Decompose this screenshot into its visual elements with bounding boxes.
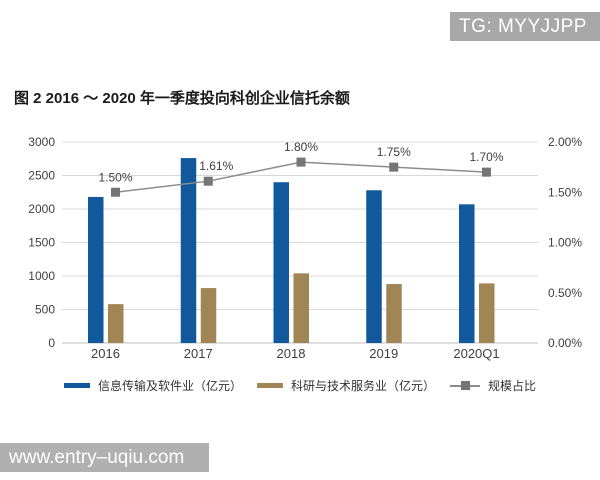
left-axis-tick-1000: 1000 [28, 269, 55, 283]
bar-info-software-2019 [366, 190, 382, 343]
line-marker-2019 [389, 162, 399, 172]
line-marker-2020Q1 [482, 167, 491, 177]
left-axis-tick-3000: 3000 [28, 135, 55, 149]
legend-item-info-software: 信息传输及软件业（亿元） [63, 377, 242, 394]
legend-swatch-bar2 [256, 383, 283, 388]
figure-title: 图 2 2016 ～ 2020 年一季度投向科创企业信托余额 [14, 90, 350, 107]
left-axis-tick-500: 500 [35, 303, 55, 317]
x-axis-label-2020Q1: 2020Q1 [453, 346, 499, 361]
bar-research-services-2018 [293, 273, 309, 343]
data-label-2018: 1.80% [284, 140, 318, 154]
bar-research-services-2019 [386, 284, 402, 343]
right-axis-tick-0.50%: 0.50% [548, 286, 582, 300]
telegram-watermark: TG: MYYJJPP [450, 12, 600, 41]
bar-info-software-2017 [180, 158, 197, 343]
legend-item-research-services: 科研与技术服务业（亿元） [256, 377, 435, 394]
bar-info-software-2018 [273, 182, 289, 343]
scale-ratio-line [115, 161, 487, 193]
data-label-2016: 1.50% [98, 170, 132, 184]
legend-label-research-services: 科研与技术服务业（亿元） [290, 379, 435, 393]
bar-research-services-2016 [108, 304, 124, 343]
right-axis-tick-2.00%: 2.00% [548, 135, 582, 149]
line-marker-2018 [296, 157, 306, 167]
data-label-2017: 1.61% [199, 159, 233, 173]
right-axis-tick-1.50%: 1.50% [548, 185, 582, 199]
legend-line-marker-icon [460, 381, 470, 390]
left-axis-tick-0: 0 [48, 336, 55, 350]
legend-swatch-line [450, 381, 480, 390]
legend-swatch-bar1 [63, 383, 90, 388]
x-axis-label-2017: 2017 [184, 346, 213, 361]
legend-label-scale-ratio: 规模占比 [488, 379, 537, 393]
left-axis-tick-1500: 1500 [28, 236, 55, 250]
right-axis-tick-1.00%: 1.00% [548, 236, 582, 250]
bar-research-services-2017 [200, 288, 217, 343]
x-axis-label-2019: 2019 [369, 346, 398, 361]
left-axis-tick-2000: 2000 [28, 202, 55, 216]
right-axis-tick-0.00%: 0.00% [548, 336, 582, 350]
bar-info-software-2016 [88, 196, 104, 343]
legend-item-scale-ratio: 规模占比 [450, 377, 536, 394]
line-marker-2017 [203, 176, 213, 186]
legend-label-info-software: 信息传输及软件业（亿元） [97, 379, 242, 393]
x-axis-label-2016: 2016 [91, 346, 120, 361]
bar-info-software-2020Q1 [459, 204, 475, 343]
line-marker-2016 [111, 187, 120, 197]
chart-legend: 信息传输及软件业（亿元） 科研与技术服务业（亿元） 规模占比 [0, 377, 600, 394]
data-label-2020Q1: 1.70% [469, 150, 503, 164]
site-watermark: www.entry–uqiu.com [0, 443, 209, 472]
bar-research-services-2020Q1 [479, 283, 495, 343]
data-label-2019: 1.75% [377, 145, 411, 159]
left-axis-tick-2500: 2500 [28, 169, 55, 183]
x-axis-label-2018: 2018 [277, 346, 306, 361]
